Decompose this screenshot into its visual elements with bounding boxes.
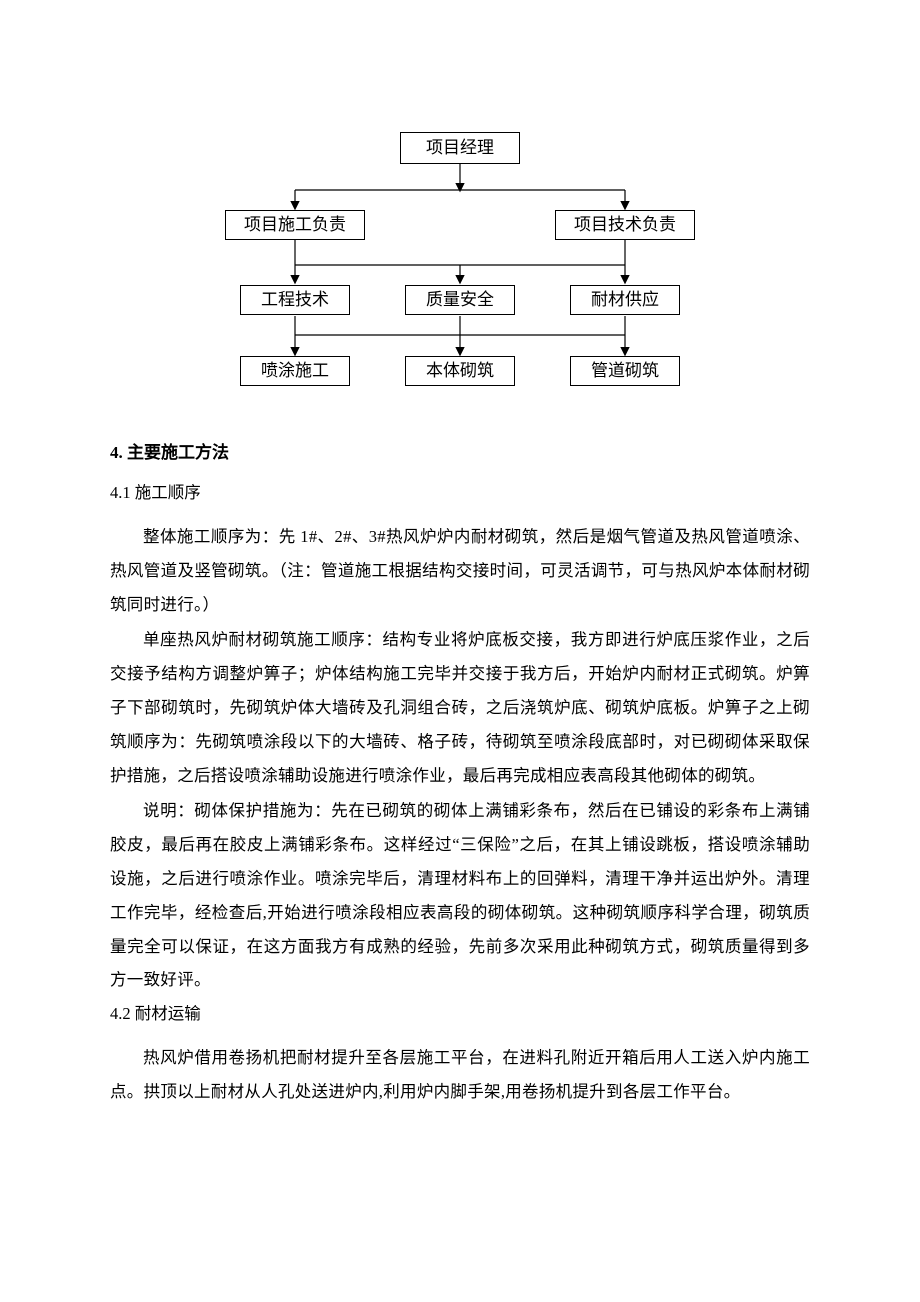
node-label: 喷涂施工	[261, 358, 329, 384]
node-material-supply: 耐材供应	[570, 285, 680, 315]
node-pipe-mason: 管道砌筑	[570, 356, 680, 386]
node-spray-work: 喷涂施工	[240, 356, 350, 386]
node-construction-lead: 项目施工负责	[225, 210, 365, 240]
node-label: 工程技术	[261, 287, 329, 313]
paragraph: 说明：砌体保护措施为：先在已砌筑的砌体上满铺彩条布，然后在已铺设的彩条布上满铺胶…	[110, 794, 810, 997]
paragraph: 整体施工顺序为：先 1#、2#、3#热风炉炉内耐材砌筑，然后是烟气管道及热风管道…	[110, 520, 810, 621]
node-body-mason: 本体砌筑	[405, 356, 515, 386]
node-technical-lead: 项目技术负责	[555, 210, 695, 240]
node-project-manager: 项目经理	[400, 132, 520, 164]
diagram-connectors	[200, 130, 720, 390]
section-4-title: 4. 主要施工方法	[110, 440, 810, 466]
node-label: 本体砌筑	[426, 358, 494, 384]
paragraph: 单座热风炉耐材砌筑施工顺序：结构专业将炉底板交接，我方即进行炉底压浆作业，之后交…	[110, 623, 810, 792]
section-4-2-title: 4.2 耐材运输	[110, 1001, 810, 1027]
section-4-1-title: 4.1 施工顺序	[110, 480, 810, 506]
node-quality-safety: 质量安全	[405, 285, 515, 315]
node-label: 项目施工负责	[244, 212, 346, 238]
node-label: 耐材供应	[591, 287, 659, 313]
node-label: 质量安全	[426, 287, 494, 313]
node-engineering: 工程技术	[240, 285, 350, 315]
node-label: 项目技术负责	[574, 212, 676, 238]
node-label: 项目经理	[426, 135, 494, 161]
org-diagram: 项目经理 项目施工负责 项目技术负责 工程技术 质量安全 耐材供应 喷涂施工 本…	[200, 130, 720, 390]
node-label: 管道砌筑	[591, 358, 659, 384]
paragraph: 热风炉借用卷扬机把耐材提升至各层施工平台，在进料孔附近开箱后用人工送入炉内施工点…	[110, 1041, 810, 1109]
